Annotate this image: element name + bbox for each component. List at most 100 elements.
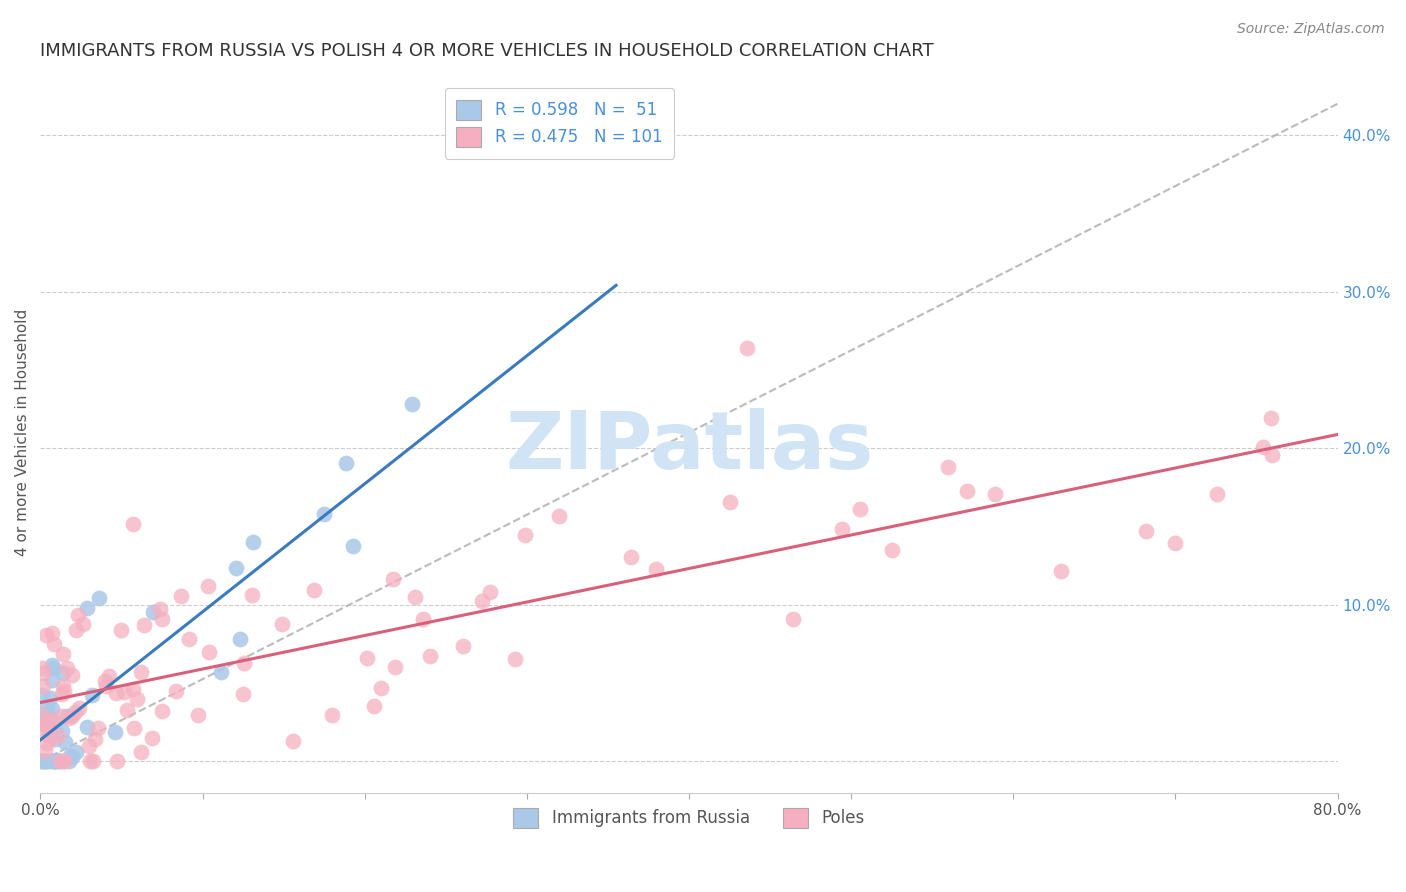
Point	[471, 594, 494, 608]
Point	[32, 713, 55, 727]
Point	[60, 709, 83, 723]
Point	[121, 681, 143, 696]
Point	[56, 709, 79, 723]
Point	[46, 753, 69, 767]
Point	[35, 715, 58, 730]
Point	[412, 612, 434, 626]
Point	[60, 668, 83, 682]
Point	[281, 734, 304, 748]
Point	[42, 755, 65, 769]
Point	[87, 591, 110, 606]
Point	[65, 745, 87, 759]
Text: IMMIGRANTS FROM RUSSIA VS POLISH 4 OR MORE VEHICLES IN HOUSEHOLD CORRELATION CHA: IMMIGRANTS FROM RUSSIA VS POLISH 4 OR MO…	[41, 42, 934, 60]
Point	[76, 601, 98, 615]
Point	[55, 661, 77, 675]
Point	[270, 616, 292, 631]
Point	[880, 542, 903, 557]
Point	[125, 692, 148, 706]
Point	[51, 687, 73, 701]
Point	[370, 681, 392, 695]
Point	[79, 739, 101, 753]
Point	[1205, 487, 1227, 501]
Point	[112, 685, 135, 699]
Point	[121, 517, 143, 532]
Y-axis label: 4 or more Vehicles in Household: 4 or more Vehicles in Household	[15, 309, 30, 557]
Point	[49, 755, 72, 769]
Point	[87, 721, 110, 735]
Point	[82, 755, 104, 769]
Point	[478, 585, 501, 599]
Point	[63, 705, 86, 719]
Point	[41, 625, 63, 640]
Point	[104, 686, 127, 700]
Point	[141, 731, 163, 745]
Point	[105, 755, 128, 769]
Point	[225, 561, 247, 575]
Point	[232, 687, 254, 701]
Point	[35, 755, 58, 769]
Point	[342, 539, 364, 553]
Point	[1135, 524, 1157, 538]
Point	[72, 617, 94, 632]
Point	[31, 725, 53, 739]
Point	[41, 661, 63, 675]
Point	[42, 714, 65, 728]
Point	[31, 706, 53, 721]
Point	[35, 736, 58, 750]
Point	[84, 732, 107, 747]
Point	[59, 748, 82, 763]
Text: ZIPatlas: ZIPatlas	[505, 408, 873, 486]
Point	[984, 486, 1007, 500]
Point	[53, 755, 76, 769]
Point	[165, 684, 187, 698]
Point	[32, 665, 55, 680]
Point	[53, 684, 76, 698]
Point	[34, 744, 56, 758]
Point	[1164, 536, 1187, 550]
Point	[848, 502, 870, 516]
Point	[97, 669, 120, 683]
Point	[67, 608, 90, 623]
Point	[503, 652, 526, 666]
Point	[96, 680, 118, 694]
Point	[242, 535, 264, 549]
Point	[1260, 410, 1282, 425]
Point	[401, 397, 423, 411]
Point	[82, 688, 104, 702]
Point	[620, 549, 643, 564]
Point	[34, 715, 56, 730]
Point	[58, 755, 80, 769]
Point	[38, 718, 60, 732]
Point	[35, 699, 58, 714]
Point	[232, 656, 254, 670]
Point	[35, 628, 58, 642]
Text: Source: ZipAtlas.com: Source: ZipAtlas.com	[1237, 22, 1385, 37]
Point	[51, 666, 73, 681]
Point	[419, 648, 441, 663]
Point	[384, 660, 406, 674]
Point	[94, 673, 117, 688]
Point	[58, 710, 80, 724]
Point	[31, 708, 53, 723]
Point	[1251, 440, 1274, 454]
Point	[134, 618, 156, 632]
Point	[38, 755, 60, 769]
Point	[31, 755, 53, 769]
Point	[735, 341, 758, 355]
Point	[45, 755, 67, 769]
Point	[197, 579, 219, 593]
Point	[51, 724, 73, 739]
Point	[451, 639, 474, 653]
Legend: Immigrants from Russia, Poles: Immigrants from Russia, Poles	[506, 801, 872, 835]
Point	[42, 755, 65, 769]
Point	[42, 755, 65, 769]
Point	[124, 721, 146, 735]
Point	[645, 562, 668, 576]
Point	[131, 745, 153, 759]
Point	[67, 701, 90, 715]
Point	[150, 704, 173, 718]
Point	[42, 715, 65, 730]
Point	[302, 582, 325, 597]
Point	[956, 483, 979, 498]
Point	[32, 679, 55, 693]
